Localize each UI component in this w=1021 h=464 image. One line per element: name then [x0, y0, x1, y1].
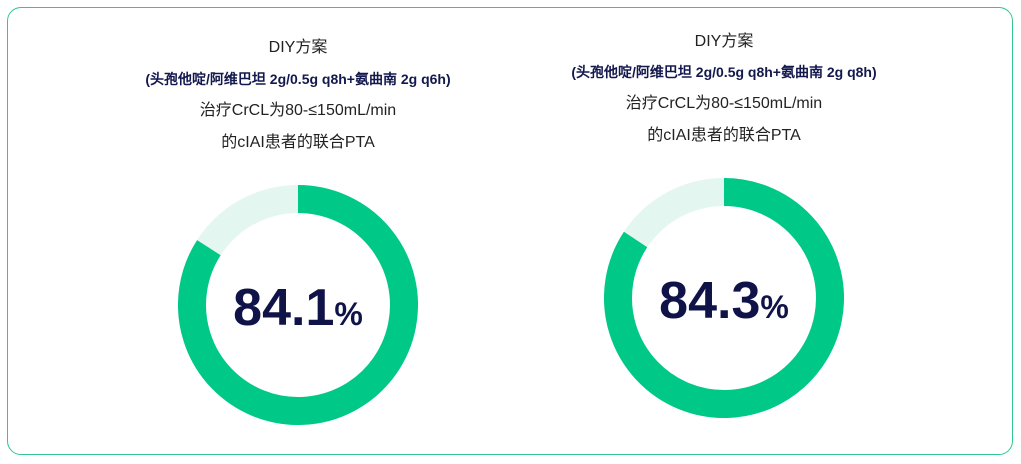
chart-subtitle: (头孢他啶/阿维巴坦 2g/0.5g q8h+氨曲南 2g q8h)	[571, 64, 877, 80]
donut-svg: 84.3%	[604, 178, 844, 418]
chart-description-line2: 的cIAI患者的联合PTA	[647, 127, 801, 144]
value-label: 84.1	[233, 279, 334, 337]
chart-title: DIY方案	[268, 39, 328, 56]
donut-chart: 84.1%	[178, 185, 418, 425]
chart-description-line1: 治疗CrCL为80-≤150mL/min	[199, 102, 397, 119]
value-label: 84.3	[659, 272, 760, 330]
chart-subtitle: (头孢他啶/阿维巴坦 2g/0.5g q8h+氨曲南 2g q6h)	[145, 71, 451, 87]
unit-label: %	[760, 289, 788, 325]
donut-center-label: 84.1%	[233, 279, 363, 337]
chart-title: DIY方案	[694, 33, 754, 50]
chart-panel-right: DIY方案 (头孢他啶/阿维巴坦 2g/0.5g q8h+氨曲南 2g q8h)…	[474, 0, 974, 464]
donut-center-label: 84.3%	[659, 272, 789, 330]
chart-panel-left: DIY方案 (头孢他啶/阿维巴坦 2g/0.5g q8h+氨曲南 2g q6h)…	[48, 0, 548, 464]
chart-description-line2: 的cIAI患者的联合PTA	[221, 134, 375, 151]
unit-label: %	[334, 296, 362, 332]
donut-value-arc	[604, 178, 844, 418]
chart-description-line1: 治疗CrCL为80-≤150mL/min	[625, 95, 823, 112]
donut-svg: 84.1%	[178, 185, 418, 425]
card-frame	[7, 7, 1013, 455]
donut-value-arc	[178, 185, 418, 425]
donut-chart: 84.3%	[604, 178, 844, 418]
